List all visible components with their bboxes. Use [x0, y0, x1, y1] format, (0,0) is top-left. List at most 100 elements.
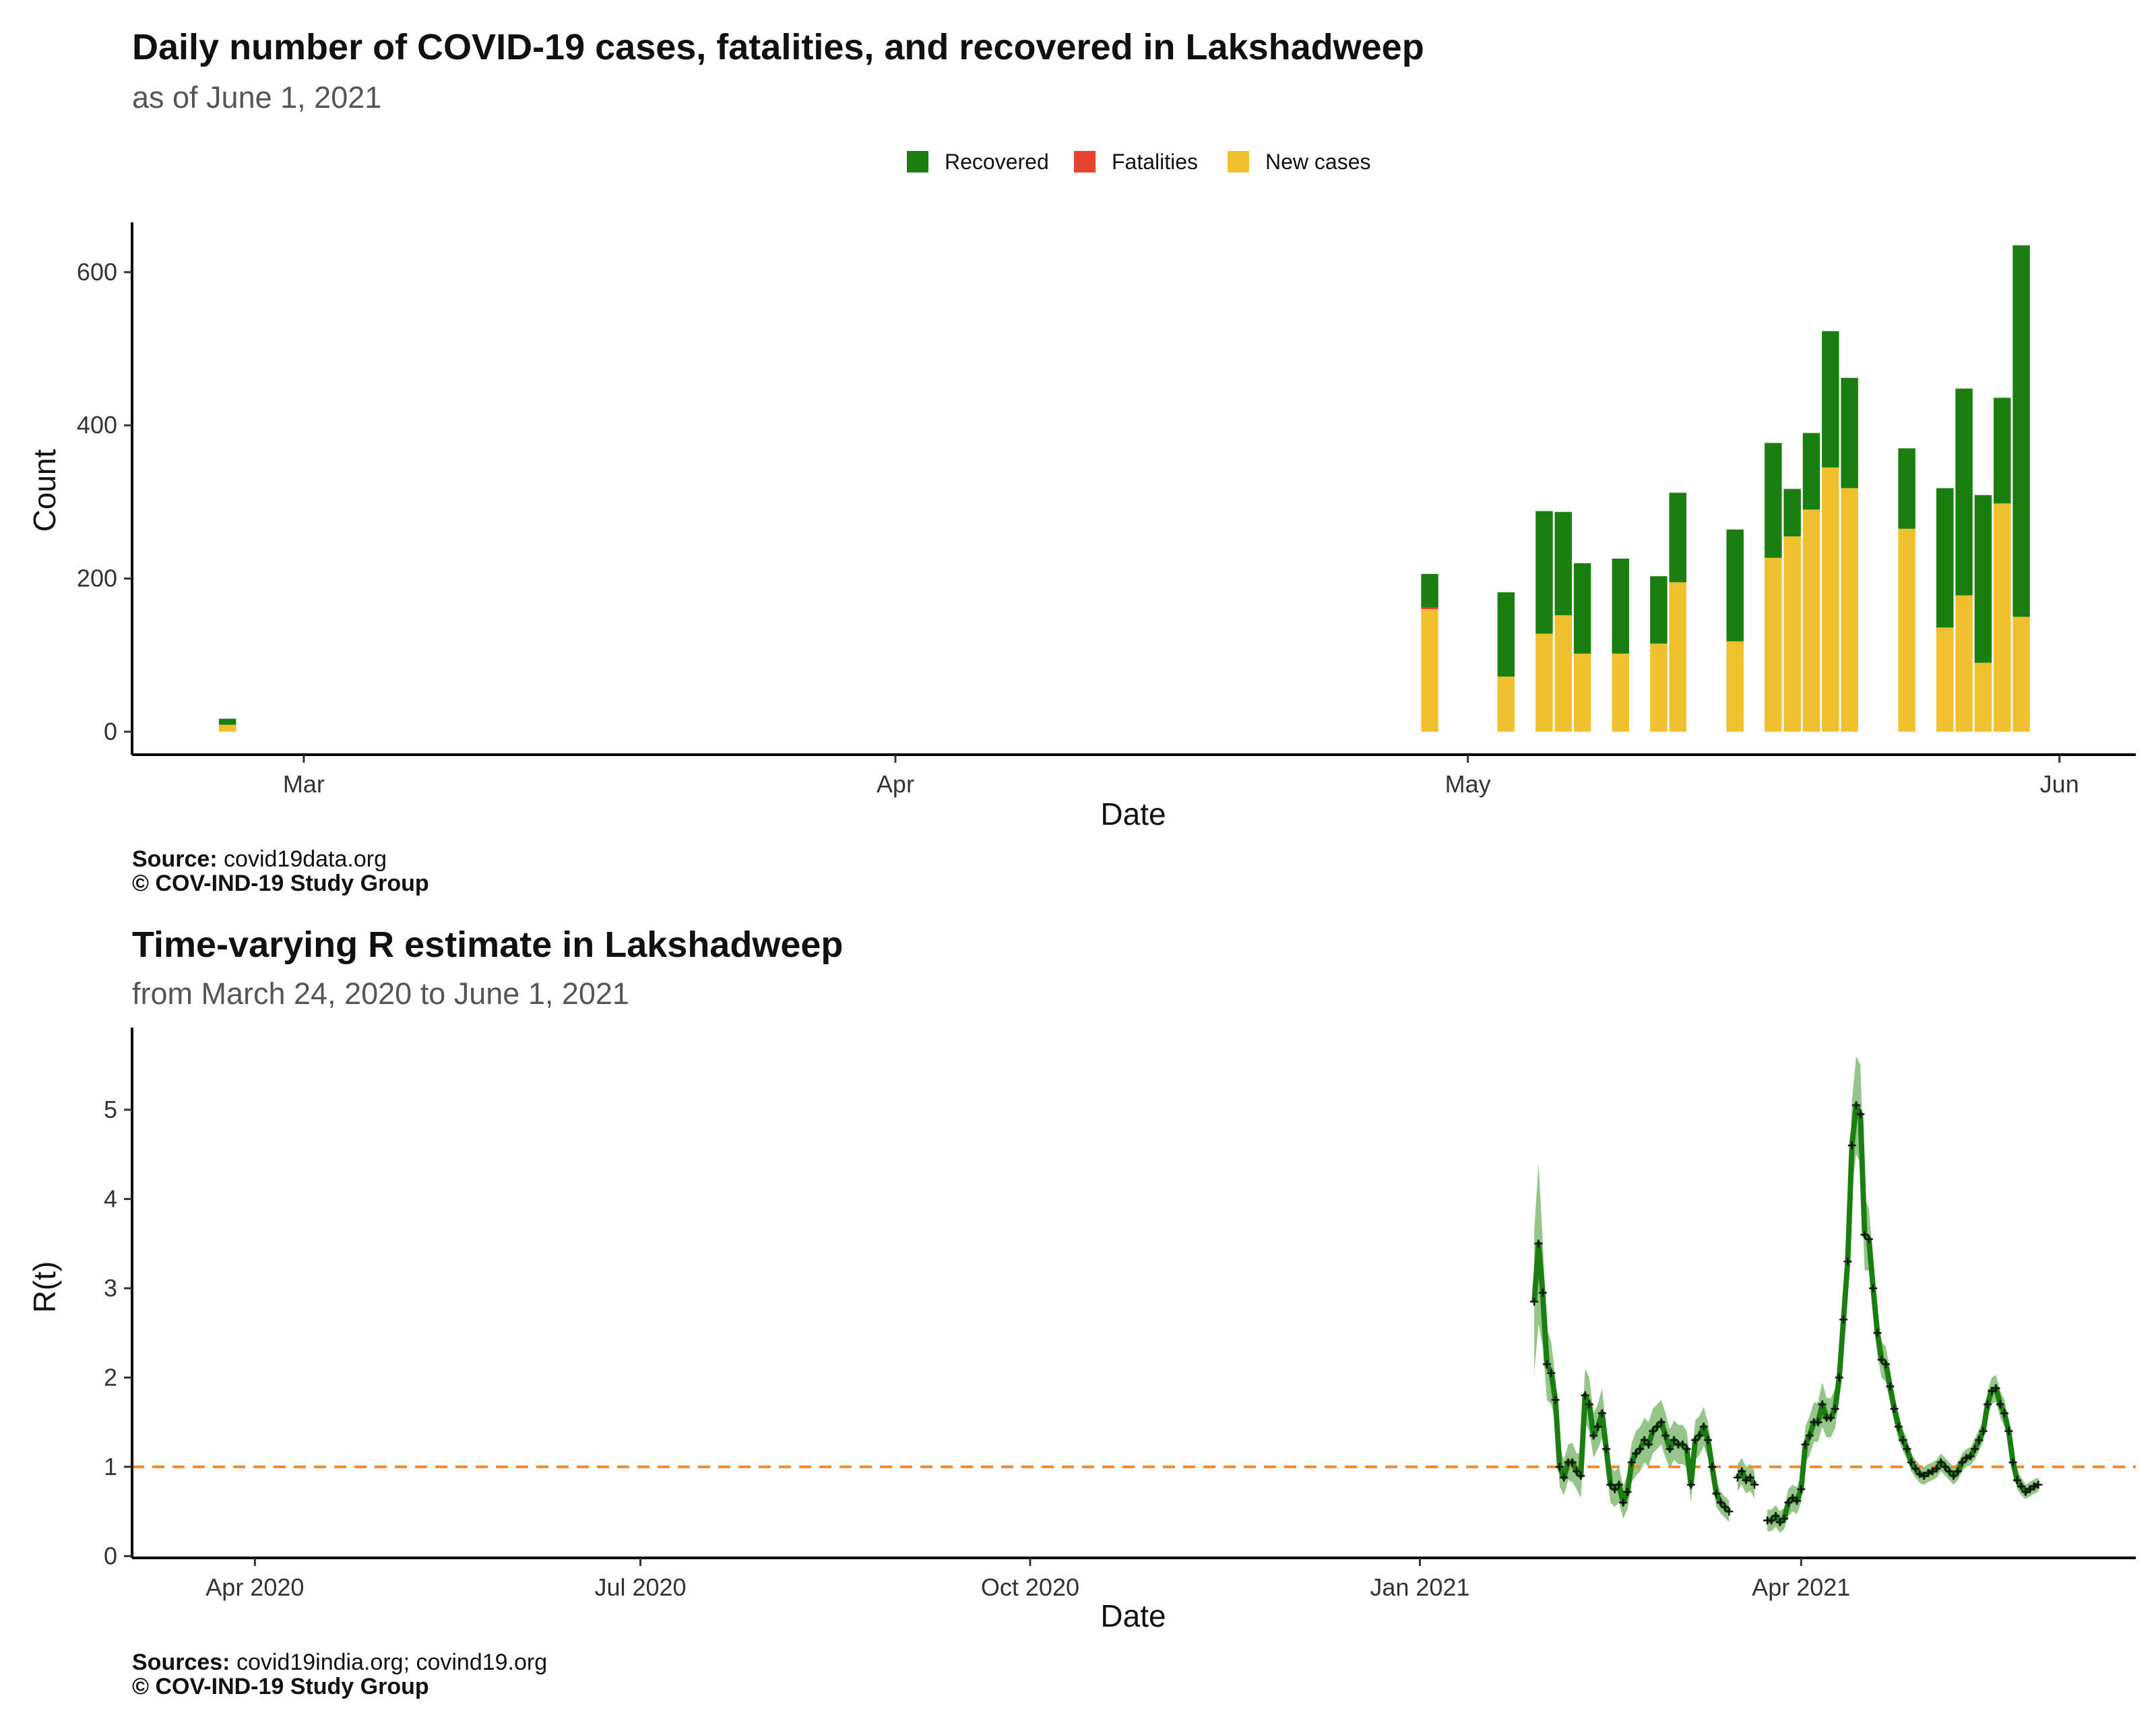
rt-point — [1831, 1404, 1839, 1413]
bar-recovered — [1554, 511, 1573, 616]
rt-point — [1988, 1387, 1996, 1395]
bar-new-cases — [1497, 677, 1515, 732]
rt-point — [1568, 1458, 1577, 1467]
rt-point — [1555, 1462, 1564, 1471]
rt-point — [1597, 1409, 1606, 1418]
bar-new-cases — [1612, 653, 1630, 732]
rt-point — [2021, 1487, 2030, 1496]
bar-recovered — [1802, 433, 1820, 510]
rt-point — [1886, 1382, 1895, 1391]
rt-point — [1928, 1467, 1937, 1476]
rt-point — [1577, 1472, 1585, 1480]
bar-recovered — [1974, 495, 1992, 663]
rt-point — [1721, 1503, 1730, 1511]
rt-point — [1971, 1445, 1979, 1453]
bar-recovered — [218, 718, 236, 725]
bottom-y-tick-label: 1 — [104, 1453, 117, 1480]
bar-new-cases — [1898, 528, 1915, 732]
bar-recovered — [1898, 448, 1915, 529]
rt-point — [2025, 1484, 2034, 1493]
bar-new-cases — [1936, 627, 1954, 732]
rt-point — [1678, 1440, 1687, 1449]
rt-point — [1686, 1480, 1695, 1489]
bar-new-cases — [1573, 653, 1591, 732]
bar-fatalities — [1421, 607, 1438, 610]
bar-new-cases — [1841, 488, 1858, 732]
bar-new-cases — [1554, 615, 1573, 732]
rt-point — [1560, 1473, 1568, 1482]
rt-point — [1661, 1431, 1670, 1440]
legend-swatch-recovered — [907, 151, 928, 172]
rt-point — [1996, 1400, 2004, 1409]
bar-new-cases — [1955, 595, 1973, 732]
bottom-source-label: Sources: — [132, 1650, 230, 1675]
rt-point — [1623, 1487, 1632, 1496]
rt-point — [1585, 1400, 1593, 1409]
top-y-tick-label: 0 — [104, 718, 117, 745]
rt-point — [2012, 1476, 2021, 1484]
rt-point — [1818, 1400, 1827, 1409]
rt-point — [1703, 1436, 1712, 1445]
rt-point — [1666, 1445, 1674, 1453]
rt-point — [1653, 1422, 1661, 1431]
rt-point — [1847, 1141, 1856, 1150]
bottom-panel: Time-varying R estimate in Lakshadweep f… — [27, 924, 2136, 1699]
rt-point — [1691, 1436, 1700, 1445]
bar-recovered — [1669, 493, 1686, 583]
bar-new-cases — [1669, 582, 1686, 732]
bottom-copyright: © COV-IND-19 Study Group — [132, 1674, 429, 1699]
legend-label-new-cases: New cases — [1265, 150, 1371, 174]
rt-point — [1797, 1484, 1806, 1493]
bottom-x-tick-label: Jul 2020 — [594, 1573, 686, 1601]
rt-point — [1805, 1431, 1814, 1440]
rt-point — [1682, 1445, 1691, 1453]
rt-point — [1547, 1369, 1556, 1377]
rt-point — [1801, 1440, 1810, 1449]
rt-point — [1725, 1507, 1734, 1516]
legend-swatch-fatalities — [1074, 151, 1096, 172]
rt-point — [2030, 1482, 2039, 1491]
bar-new-cases — [1993, 503, 2011, 732]
rt-point — [1890, 1404, 1899, 1413]
rt-point — [1814, 1418, 1822, 1426]
rt-point — [1864, 1235, 1873, 1244]
rt-point — [1602, 1445, 1611, 1453]
bottom-chart-subtitle: from March 24, 2020 to June 1, 2021 — [132, 976, 629, 1011]
bottom-y-tick-label: 4 — [104, 1185, 117, 1212]
top-chart-subtitle: as of June 1, 2021 — [132, 80, 381, 115]
top-source-line: Source: covid19data.org — [132, 846, 387, 872]
rt-point — [2034, 1480, 2043, 1489]
rt-point — [1708, 1462, 1717, 1471]
rt-point — [1843, 1257, 1852, 1266]
bottom-x-tick-label: Jan 2021 — [1370, 1573, 1469, 1601]
rt-point — [1911, 1464, 1920, 1473]
rt-point — [1712, 1489, 1721, 1498]
top-y-tick-label: 400 — [77, 411, 117, 439]
confidence-band — [1767, 1056, 2039, 1533]
rt-point — [1945, 1467, 1954, 1476]
rt-point — [1573, 1467, 1581, 1476]
rt-point — [1699, 1422, 1708, 1431]
rt-line — [1767, 1102, 2039, 1525]
bar-recovered — [1497, 592, 1515, 677]
rt-point — [1941, 1462, 1950, 1471]
top-panel: Daily number of COVID-19 cases, fataliti… — [27, 27, 2136, 896]
rt-point — [1992, 1384, 2000, 1393]
top-x-tick-label: Jun — [2040, 770, 2079, 798]
rt-point — [1771, 1511, 1780, 1520]
rt-point — [1644, 1440, 1653, 1449]
bar-recovered — [1573, 563, 1591, 654]
rt-point — [1750, 1480, 1759, 1489]
rt-point — [1538, 1288, 1547, 1297]
rt-point — [1589, 1431, 1598, 1440]
rt-point — [1852, 1101, 1861, 1110]
rt-point — [1907, 1458, 1915, 1467]
bar-recovered — [1936, 488, 1954, 628]
bottom-x-tick-label: Apr 2021 — [1752, 1573, 1850, 1601]
top-x-axis-title: Date — [1100, 796, 1166, 832]
bar-new-cases — [2012, 617, 2030, 732]
rt-point — [1627, 1458, 1636, 1467]
rt-point — [1873, 1329, 1882, 1338]
rt-point — [2004, 1426, 2013, 1435]
rt-point — [1932, 1464, 1941, 1473]
